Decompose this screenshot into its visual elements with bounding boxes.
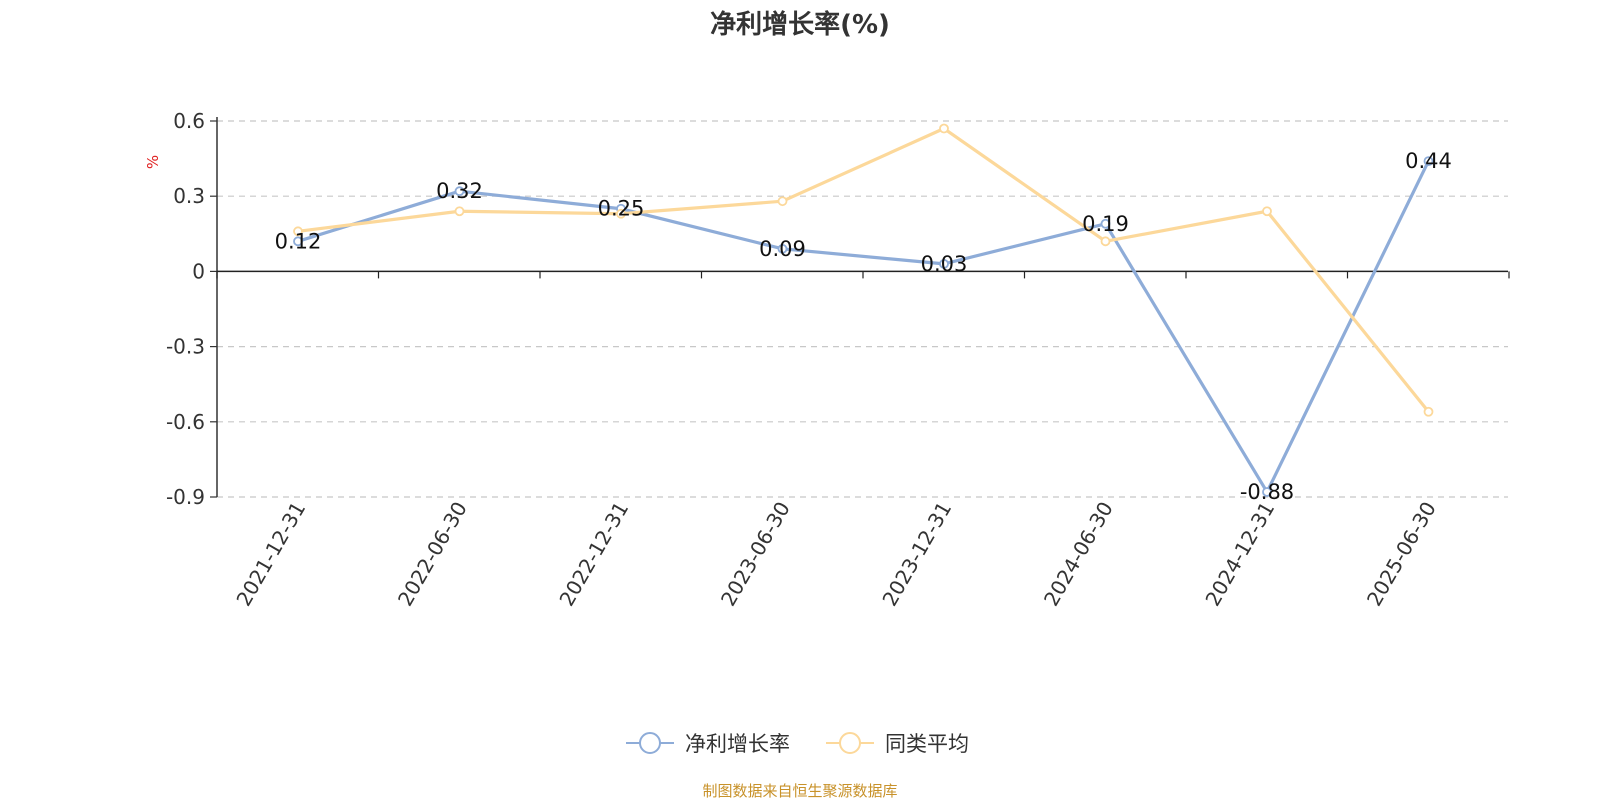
y-tick-label: 0.3 bbox=[173, 184, 205, 208]
x-tick-label: 2024-06-30 bbox=[1039, 498, 1118, 611]
legend-swatch-marker bbox=[639, 732, 661, 754]
data-point bbox=[454, 186, 465, 197]
x-tick-label: 2023-12-31 bbox=[877, 498, 956, 611]
series-line-1 bbox=[297, 160, 1430, 494]
x-tick-label: 2023-06-30 bbox=[716, 498, 795, 611]
data-point bbox=[454, 206, 465, 217]
data-label: 0.32 bbox=[436, 179, 483, 203]
legend-item-2[interactable]: 同类平均 bbox=[826, 732, 969, 756]
data-point bbox=[939, 123, 949, 134]
data-point bbox=[1262, 487, 1272, 497]
y-tick-label: -0.9 bbox=[166, 485, 205, 509]
legend-swatch-marker bbox=[839, 732, 861, 754]
x-tick-label: 2025-06-30 bbox=[1362, 498, 1441, 611]
legend-item-1[interactable]: 净利增长率 bbox=[626, 732, 790, 756]
y-tick-label: -0.3 bbox=[166, 335, 205, 359]
data-label: 0.12 bbox=[275, 229, 322, 253]
chart-title: 净利增长率(%) bbox=[710, 10, 890, 40]
data-label: 0.19 bbox=[1082, 212, 1129, 236]
y-tick-label: 0 bbox=[192, 259, 205, 283]
data-point bbox=[293, 236, 303, 247]
source-note: 制图数据来自恒生聚源数据库 bbox=[702, 782, 898, 800]
data-label: -0.88 bbox=[1240, 480, 1294, 504]
x-tick-label: 2024-12-31 bbox=[1200, 498, 1279, 611]
axes bbox=[210, 117, 1510, 498]
y-tick-labels: 0.6 0.3 0 -0.3 -0.6 -0.9 bbox=[166, 109, 205, 509]
legend[interactable]: 净利增长率 同类平均 bbox=[626, 732, 969, 756]
data-point bbox=[1423, 406, 1434, 417]
data-point bbox=[293, 226, 303, 237]
data-label: 0.44 bbox=[1405, 149, 1452, 173]
x-tick-label: 2022-06-30 bbox=[393, 498, 472, 611]
x-tick-label: 2022-12-31 bbox=[554, 498, 633, 611]
legend-label: 净利增长率 bbox=[685, 732, 790, 756]
grid-lines bbox=[217, 120, 1508, 498]
data-label: 0.03 bbox=[921, 252, 968, 276]
data-labels: 0.12 0.32 0.25 0.09 0.03 0.19 -0.88 0.44 bbox=[275, 149, 1452, 504]
data-point bbox=[1262, 206, 1272, 217]
series-lines bbox=[293, 123, 1434, 497]
data-point bbox=[777, 243, 788, 254]
data-point bbox=[939, 258, 949, 269]
y-tick-label: -0.6 bbox=[166, 410, 205, 434]
y-axis-label: % bbox=[144, 155, 162, 169]
data-point bbox=[1100, 218, 1111, 229]
data-point bbox=[777, 196, 788, 207]
legend-label: 同类平均 bbox=[885, 732, 969, 756]
data-point bbox=[1423, 156, 1434, 167]
data-label: 0.09 bbox=[759, 237, 806, 261]
y-tick-label: 0.6 bbox=[173, 109, 205, 133]
x-tick-label: 2021-12-31 bbox=[231, 498, 310, 611]
data-point bbox=[1100, 236, 1111, 247]
data-point bbox=[616, 208, 626, 219]
series-line-2 bbox=[297, 126, 1430, 413]
x-tick-labels: 2021-12-31 2022-06-30 2022-12-31 2023-06-30… bbox=[231, 498, 1440, 611]
data-label: 0.25 bbox=[598, 197, 645, 221]
